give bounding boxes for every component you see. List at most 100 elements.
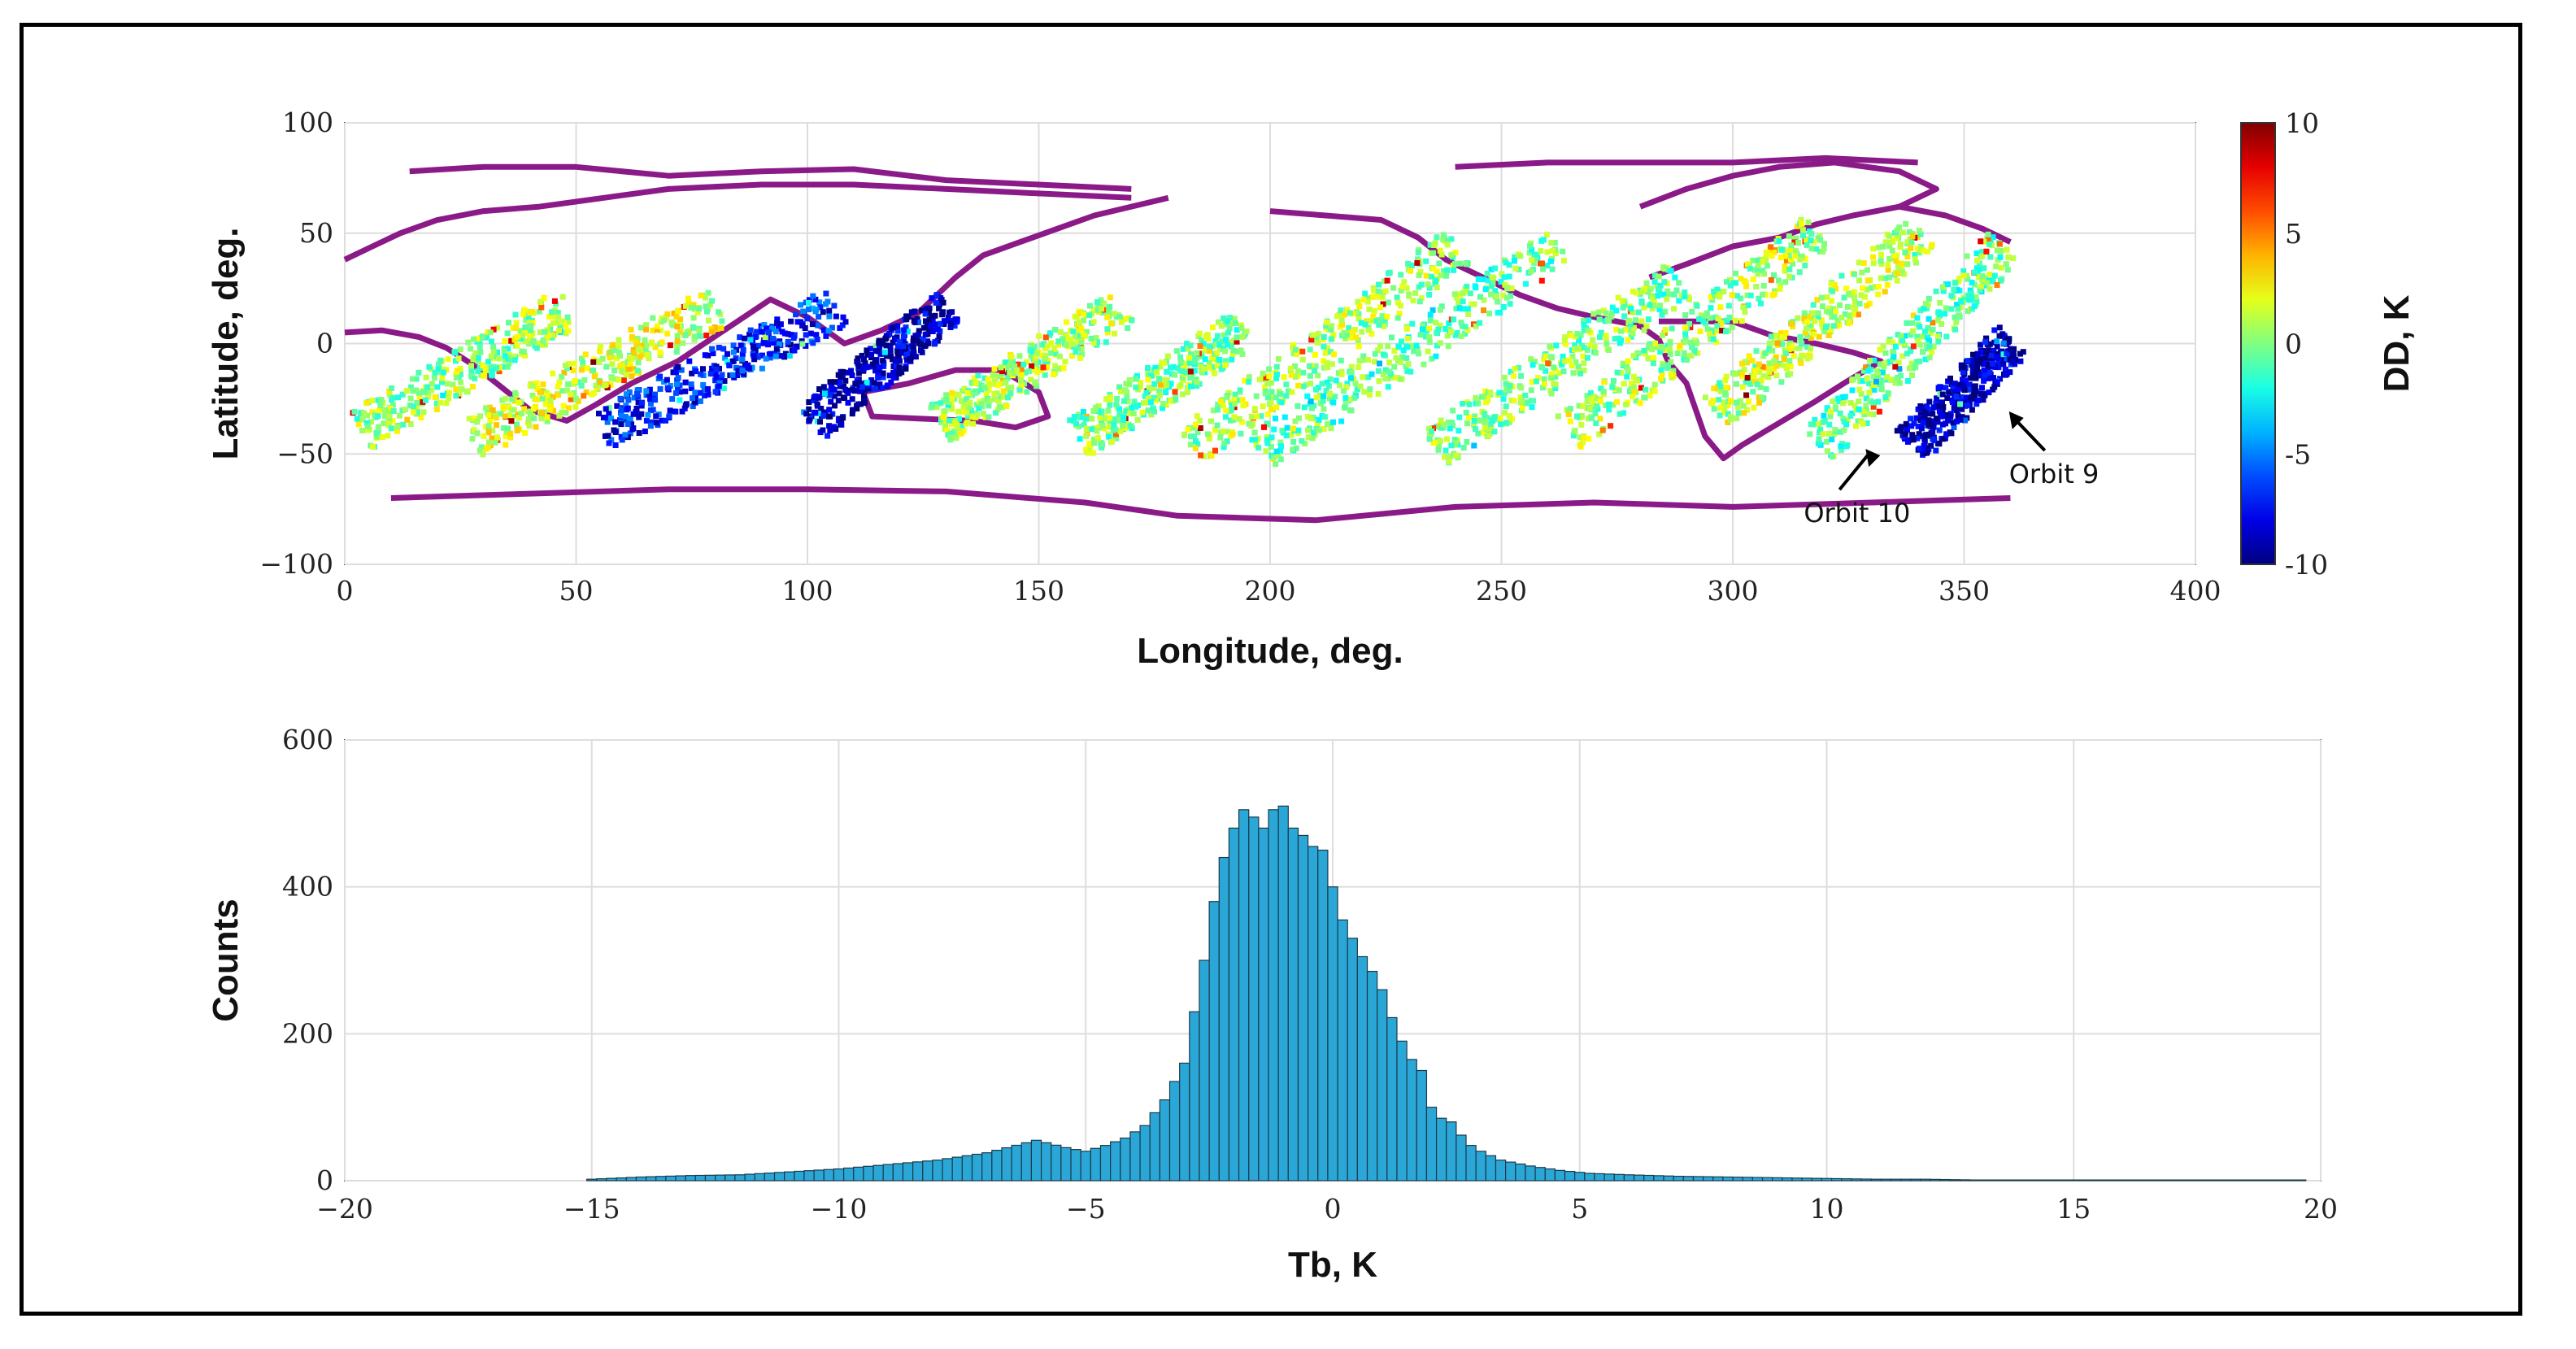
swath-point (416, 394, 423, 400)
swath-point (503, 429, 510, 435)
histogram-bar (2167, 1179, 2178, 1181)
swath-point (596, 411, 602, 417)
x-tick-label: 15 (2056, 1193, 2091, 1225)
swath-point (667, 342, 673, 349)
swath-point (849, 396, 855, 403)
swath-point (1541, 356, 1547, 363)
swath-point (716, 309, 722, 315)
swath-point (502, 338, 508, 345)
swath-point (616, 376, 622, 383)
swath-point (1820, 249, 1825, 255)
swath-point (827, 379, 833, 385)
swath-point (617, 395, 624, 402)
histogram-bar (1485, 1155, 1497, 1181)
swath-point (712, 389, 719, 395)
swath-point (2010, 359, 2016, 365)
swath-point (1435, 326, 1442, 333)
swath-point (571, 360, 577, 367)
swath-point (1369, 294, 1376, 300)
swath-point (1444, 436, 1451, 442)
swath-point (471, 336, 476, 342)
swath-point (1994, 338, 2000, 345)
swath-point (528, 323, 534, 329)
swath-point (1568, 406, 1573, 412)
swath-point (1759, 259, 1765, 265)
swath-point (2003, 261, 2009, 268)
swath-point (1985, 367, 1991, 373)
swath-point (509, 396, 516, 403)
swath-point (1711, 406, 1717, 412)
swath-point (1936, 309, 1943, 315)
swath-point (1060, 336, 1066, 342)
swath-point (1608, 313, 1615, 320)
swath-point (1343, 332, 1350, 338)
swath-point (1433, 353, 1439, 359)
swath-point (1747, 265, 1753, 272)
swath-point (1133, 384, 1139, 390)
swath-point (1543, 368, 1549, 374)
swath-point (386, 413, 393, 420)
swath-point (938, 320, 943, 327)
swath-point (920, 336, 926, 342)
swath-point (413, 387, 419, 394)
swath-point (1506, 273, 1512, 280)
swath-point (675, 375, 681, 381)
swath-point (807, 330, 814, 337)
x-tick-label: 10 (1810, 1193, 1844, 1225)
swath-point (1739, 360, 1745, 367)
swath-point (835, 398, 842, 404)
swath-point (453, 386, 459, 393)
swath-point (1991, 347, 1997, 354)
swath-point (1732, 317, 1738, 324)
swath-point (1204, 431, 1211, 437)
swath-point (1224, 318, 1230, 324)
swath-point (643, 388, 650, 394)
swath-point (1611, 377, 1617, 384)
swath-point (1281, 374, 1287, 381)
histogram-bar (1692, 1176, 1704, 1181)
swath-point (420, 409, 427, 416)
histogram-bar (596, 1178, 607, 1181)
swath-point (1456, 414, 1463, 420)
swath-point (842, 319, 849, 325)
swath-point (978, 386, 985, 393)
histogram-bar (2048, 1179, 2060, 1181)
swath-point (1186, 359, 1193, 365)
swath-point (1849, 377, 1856, 384)
annotation-label: Orbit 9 (2009, 459, 2100, 490)
swath-point (1239, 350, 1246, 357)
swath-point (414, 404, 420, 411)
swath-point (385, 433, 391, 439)
histogram-bar (1653, 1175, 1664, 1181)
swath-point (996, 404, 1003, 411)
swath-point (1220, 428, 1226, 434)
histogram-bar (1959, 1179, 1971, 1181)
swath-point (1593, 350, 1599, 356)
swath-point (1700, 318, 1707, 324)
swath-point (1305, 434, 1312, 441)
swath-point (1475, 430, 1482, 437)
swath-point (1264, 381, 1271, 387)
swath-point (1459, 323, 1465, 329)
swath-point (1709, 297, 1716, 303)
swath-point (942, 422, 949, 429)
swath-point (530, 406, 537, 412)
swath-point (912, 354, 919, 360)
swath-point (1382, 376, 1389, 382)
swath-point (1808, 335, 1814, 342)
swath-point (1552, 373, 1559, 380)
swath-point (1954, 407, 1960, 413)
swath-point (1194, 429, 1201, 435)
swath-point (1957, 394, 1964, 401)
swath-point (1007, 357, 1014, 363)
swath-point (1708, 400, 1715, 407)
swath-point (2011, 346, 2017, 352)
swath-point (388, 425, 394, 432)
swath-point (1954, 418, 1960, 424)
histogram-bar (942, 1158, 953, 1181)
swath-point (663, 417, 668, 424)
swath-point (837, 383, 843, 389)
swath-point (652, 391, 658, 398)
swath-point (716, 380, 723, 385)
swath-point (1910, 329, 1917, 335)
